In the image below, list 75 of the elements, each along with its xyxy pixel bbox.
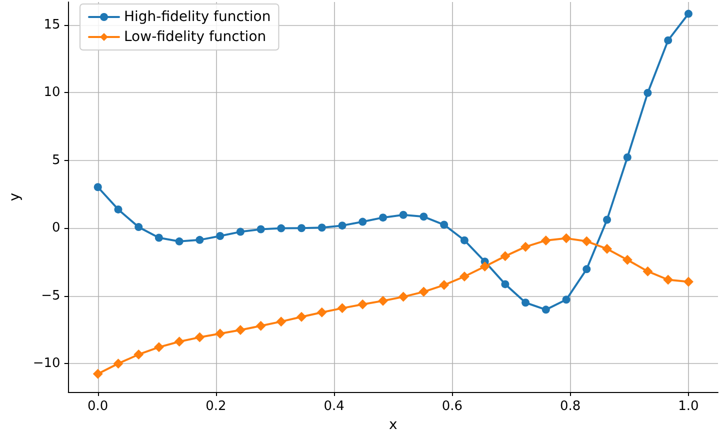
point	[276, 316, 286, 327]
point	[684, 10, 692, 18]
x-tick-label: 0.6	[442, 399, 463, 414]
point	[316, 307, 327, 318]
y-tick-label: −5	[41, 288, 60, 304]
point	[480, 261, 490, 272]
x-tick-label: 0.8	[560, 399, 581, 414]
point	[134, 349, 144, 360]
y-tick-label: 15	[44, 18, 60, 33]
point	[399, 210, 408, 219]
y-tick-label: 10	[44, 85, 60, 100]
point	[582, 265, 591, 274]
y-tick-label: 0	[52, 220, 60, 236]
point	[154, 342, 164, 352]
y-axis-title: y	[7, 192, 23, 202]
point	[459, 271, 470, 282]
point	[520, 242, 531, 252]
point	[94, 183, 102, 192]
point	[603, 216, 612, 224]
point	[318, 224, 326, 232]
point	[683, 276, 694, 287]
point	[174, 336, 184, 347]
x-tick-label: 0.0	[88, 399, 108, 414]
point	[154, 234, 163, 242]
point	[216, 232, 224, 240]
point	[134, 223, 143, 232]
point	[113, 358, 124, 369]
legend-label: High-fidelity function	[124, 9, 271, 25]
point	[338, 222, 346, 230]
point	[562, 296, 570, 304]
point	[92, 368, 103, 379]
point	[235, 324, 246, 335]
point	[215, 328, 226, 339]
x-tick-label: 0.2	[206, 399, 226, 414]
legend-label: Low-fidelity function	[124, 29, 266, 45]
point	[622, 254, 632, 265]
point	[358, 218, 367, 226]
point	[256, 225, 265, 234]
point	[500, 251, 510, 262]
point	[439, 280, 450, 290]
point	[236, 228, 244, 236]
point	[418, 286, 429, 297]
x-tick-label: 1.0	[678, 399, 699, 414]
point	[582, 236, 592, 246]
point	[561, 233, 572, 244]
point	[542, 306, 550, 314]
point	[256, 320, 266, 331]
point	[196, 236, 204, 244]
point	[642, 266, 653, 276]
point	[194, 332, 205, 342]
point	[623, 153, 632, 162]
point	[175, 237, 184, 246]
point	[663, 274, 674, 285]
x-tick-label: 0.4	[324, 399, 344, 414]
point	[378, 296, 388, 306]
point	[420, 212, 428, 221]
point	[114, 205, 122, 214]
point	[379, 214, 388, 222]
x-axis-title: x	[389, 416, 398, 433]
point	[644, 88, 652, 97]
point	[664, 36, 672, 44]
point	[501, 280, 510, 288]
point	[440, 220, 448, 229]
point	[337, 303, 348, 314]
point	[358, 299, 368, 310]
y-tick-label: 5	[52, 152, 60, 168]
point	[602, 244, 612, 254]
point	[298, 224, 306, 232]
point	[398, 292, 408, 302]
y-tick-label: −10	[32, 356, 60, 372]
point	[522, 298, 530, 307]
point	[277, 224, 286, 232]
point	[460, 236, 468, 244]
point	[296, 312, 307, 322]
point	[540, 235, 551, 246]
